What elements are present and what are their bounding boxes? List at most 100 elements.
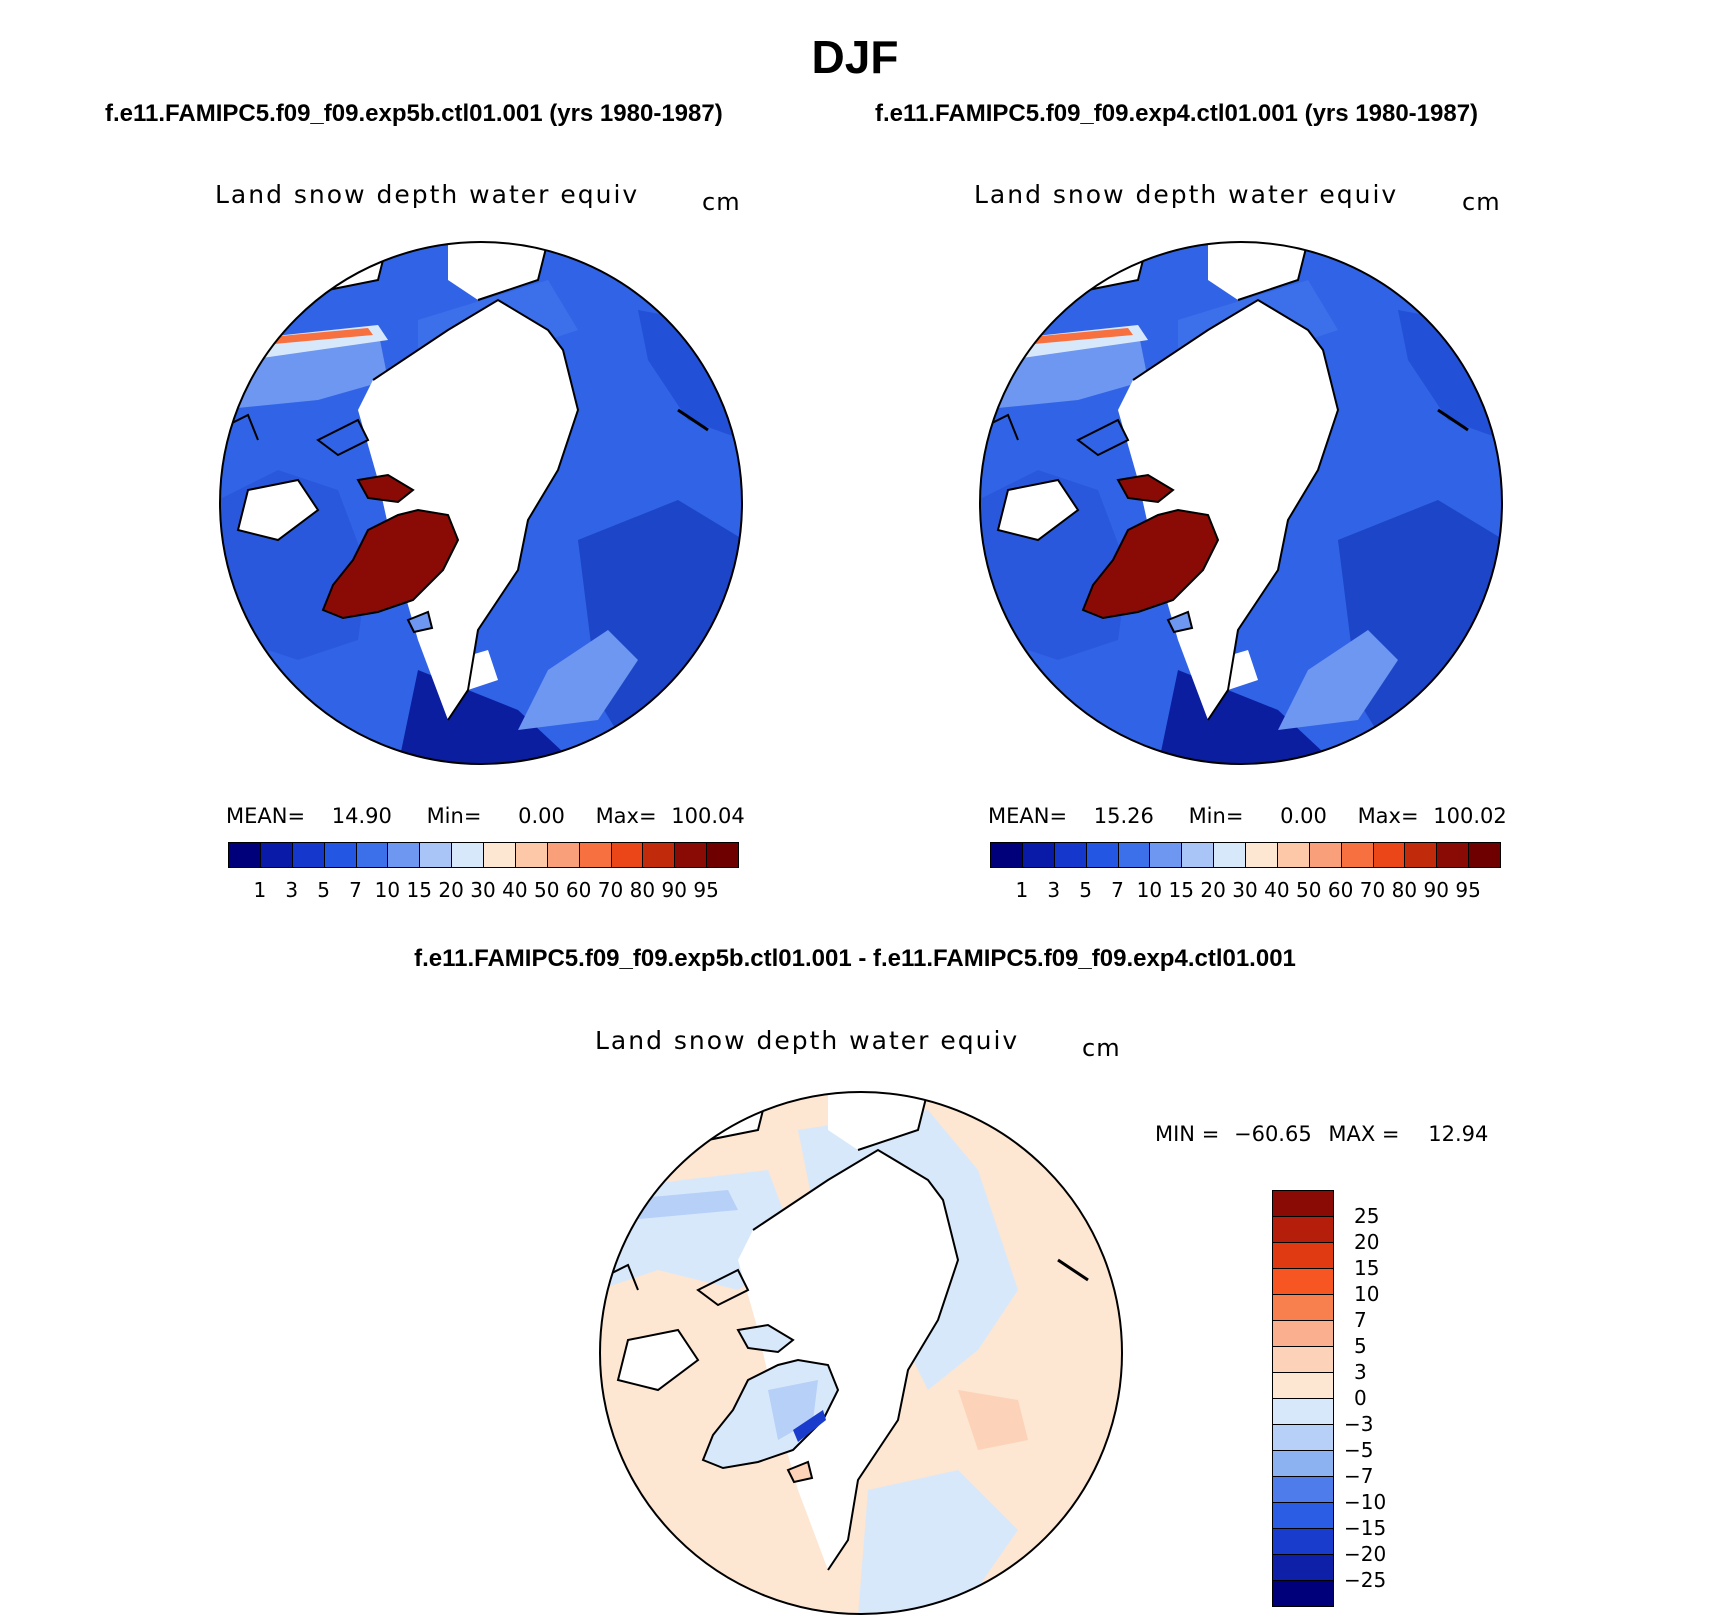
right-max-value: 100.02 xyxy=(1433,804,1507,828)
colorbar-tick-label: 50 xyxy=(1296,878,1322,902)
colorbar-swatch xyxy=(1053,842,1087,868)
right-unit-label: cm xyxy=(1462,188,1501,216)
right-colorbar xyxy=(990,842,1501,868)
colorbar-tick-label: 70 xyxy=(1359,878,1386,902)
colorbar-tick-label: 15 xyxy=(406,878,432,902)
colorbar-tick-label: −15 xyxy=(1344,1516,1387,1540)
colorbar-tick-label: 15 xyxy=(1354,1256,1380,1280)
colorbar-tick-label: 90 xyxy=(661,878,687,902)
colorbar-tick-label: 80 xyxy=(629,878,656,902)
colorbar-tick-label: 7 xyxy=(349,878,362,902)
left-mean-value: 14.90 xyxy=(331,804,392,828)
colorbar-tick-label: 25 xyxy=(1354,1204,1380,1228)
colorbar-swatch xyxy=(610,842,644,868)
diff-stats: MIN = −60.65 MAX = 12.94 xyxy=(1155,1122,1488,1146)
right-mean-value: 15.26 xyxy=(1093,804,1154,828)
right-colorbar-ticks: 1 3 5 7 10 15 20 30 40 50 60 70 80 90 95 xyxy=(990,878,1500,904)
colorbar-swatch xyxy=(1272,1424,1334,1451)
colorbar-tick-label: −25 xyxy=(1344,1568,1387,1592)
colorbar-swatch xyxy=(1149,842,1183,868)
colorbar-tick-label: −3 xyxy=(1344,1412,1374,1436)
colorbar-swatch xyxy=(1272,1190,1334,1217)
colorbar-swatch xyxy=(546,842,580,868)
colorbar-swatch xyxy=(1340,842,1374,868)
colorbar-tick-label: 3 xyxy=(1047,878,1061,902)
colorbar-tick-label: 20 xyxy=(1200,878,1226,902)
colorbar-swatch xyxy=(1117,842,1151,868)
left-mean-label: MEAN= xyxy=(226,804,306,828)
season-title: DJF xyxy=(811,31,899,83)
diff-max-value: 12.94 xyxy=(1428,1122,1489,1146)
colorbar-swatch xyxy=(578,842,612,868)
colorbar-tick-label: 3 xyxy=(1354,1360,1367,1384)
right-min-label: Min= xyxy=(1188,804,1244,828)
colorbar-swatch xyxy=(1272,1216,1334,1243)
colorbar-swatch xyxy=(1272,1320,1334,1347)
colorbar-tick-label: 10 xyxy=(374,878,401,902)
colorbar-tick-label: 90 xyxy=(1423,878,1449,902)
right-stats: MEAN= 15.26 Min= 0.00 Max= 100.02 xyxy=(988,804,1507,828)
colorbar-swatch xyxy=(706,842,739,868)
colorbar-swatch xyxy=(674,842,708,868)
colorbar-swatch xyxy=(1436,842,1470,868)
colorbar-swatch xyxy=(1272,1476,1334,1503)
diff-case-title: f.e11.FAMIPC5.f09_f09.exp5b.ctl01.001 - … xyxy=(414,945,1296,972)
colorbar-swatch xyxy=(1272,1372,1334,1399)
left-min-label: Min= xyxy=(426,804,482,828)
colorbar-tick-label: 95 xyxy=(1455,878,1481,902)
colorbar-swatch xyxy=(259,842,293,868)
colorbar-tick-label: 40 xyxy=(502,878,528,902)
colorbar-swatch xyxy=(419,842,453,868)
colorbar-tick-label: 10 xyxy=(1354,1282,1380,1306)
right-case-title: f.e11.FAMIPC5.f09_f09.exp4.ctl01.001 (yr… xyxy=(875,100,1479,127)
colorbar-swatch xyxy=(1272,1554,1334,1581)
colorbar-tick-label: 95 xyxy=(693,878,719,902)
colorbar-swatch xyxy=(291,842,325,868)
colorbar-swatch xyxy=(642,842,676,868)
colorbar-swatch xyxy=(323,842,357,868)
diff-min-value: −60.65 xyxy=(1233,1122,1312,1146)
colorbar-tick-label: 40 xyxy=(1264,878,1290,902)
colorbar-swatch xyxy=(1272,1268,1334,1295)
right-max-label: Max= xyxy=(1357,804,1419,828)
colorbar-swatch xyxy=(1272,1528,1334,1555)
colorbar-swatch xyxy=(228,842,261,868)
colorbar-swatch xyxy=(355,842,389,868)
left-colorbar xyxy=(228,842,739,868)
colorbar-tick-label: −10 xyxy=(1344,1490,1387,1514)
right-mean-label: MEAN= xyxy=(988,804,1068,828)
colorbar-swatch xyxy=(387,842,421,868)
colorbar-swatch xyxy=(1213,842,1246,868)
colorbar-tick-label: 50 xyxy=(534,878,560,902)
left-max-value: 100.04 xyxy=(671,804,745,828)
colorbar-swatch xyxy=(1272,1450,1334,1477)
diff-variable-title: Land snow depth water equiv xyxy=(595,1026,1020,1055)
colorbar-swatch xyxy=(1276,842,1310,868)
right-min-value: 0.00 xyxy=(1280,804,1327,828)
left-colorbar-ticks: 1 3 5 7 10 15 20 30 40 50 60 70 80 90 95 xyxy=(228,878,738,904)
colorbar-swatch xyxy=(1085,842,1119,868)
colorbar-tick-label: 0 xyxy=(1354,1386,1367,1410)
colorbar-swatch xyxy=(451,842,484,868)
right-variable-title: Land snow depth water equiv xyxy=(974,180,1399,209)
diff-max-label: MAX = xyxy=(1328,1122,1400,1146)
colorbar-tick-label: −20 xyxy=(1344,1542,1387,1566)
colorbar-swatch xyxy=(1308,842,1342,868)
colorbar-swatch xyxy=(990,842,1023,868)
colorbar-tick-label: 3 xyxy=(285,878,299,902)
colorbar-tick-label: 70 xyxy=(597,878,624,902)
colorbar-tick-label: 5 xyxy=(1354,1334,1367,1358)
colorbar-swatch xyxy=(1245,842,1278,868)
left-polar-map xyxy=(219,241,743,765)
left-unit-label: cm xyxy=(702,188,741,216)
colorbar-tick-label: 7 xyxy=(1111,878,1124,902)
colorbar-tick-label: 5 xyxy=(317,878,330,902)
diff-colorbar xyxy=(1272,1190,1334,1610)
right-polar-map xyxy=(979,241,1503,765)
colorbar-swatch xyxy=(1404,842,1438,868)
colorbar-swatch xyxy=(1272,1502,1334,1529)
colorbar-tick-label: −5 xyxy=(1344,1438,1374,1462)
colorbar-swatch xyxy=(1468,842,1501,868)
colorbar-tick-label: 5 xyxy=(1079,878,1092,902)
colorbar-tick-label: 80 xyxy=(1391,878,1418,902)
